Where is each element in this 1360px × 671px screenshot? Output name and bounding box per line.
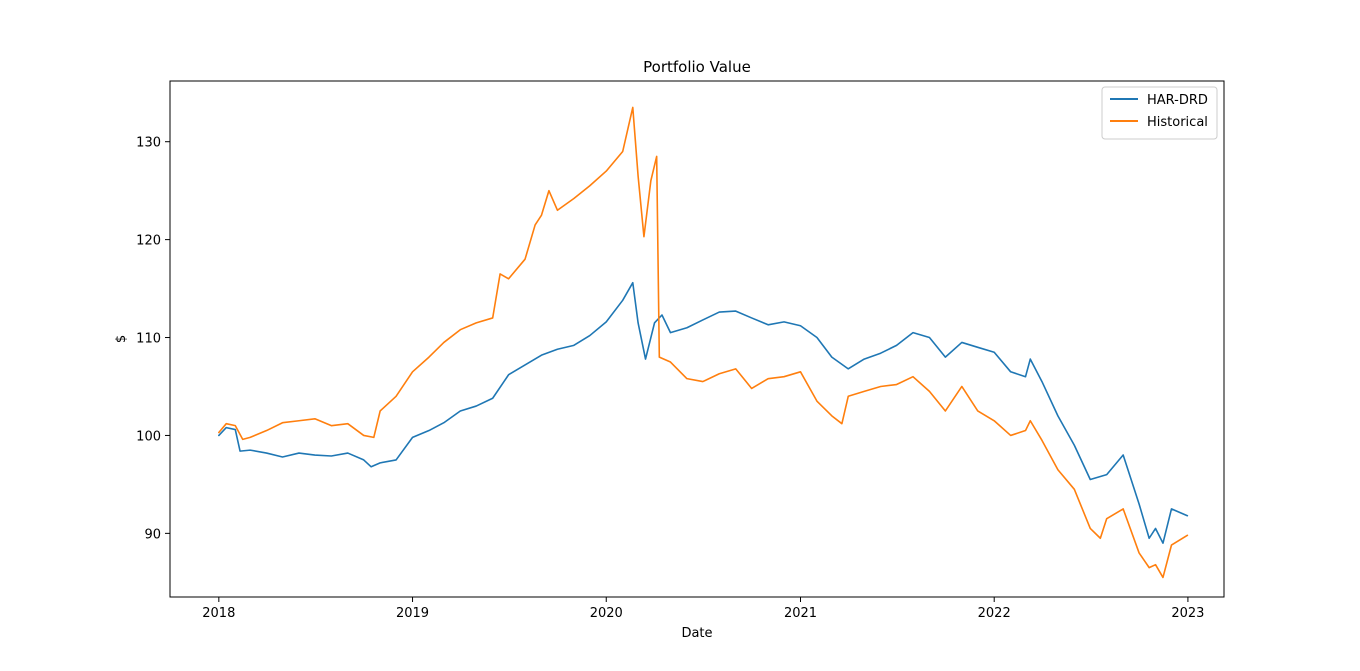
plot-area [218, 106, 1189, 579]
series-line-har-drd [218, 281, 1189, 544]
legend-label: HAR-DRD [1147, 93, 1208, 108]
y-tick-label: 120 [136, 234, 161, 249]
chart-title: Portfolio Value [643, 58, 751, 76]
y-tick-label: 130 [136, 136, 161, 151]
y-axis-label: $ [114, 335, 129, 343]
y-tick-label: 90 [144, 527, 161, 542]
plot-frame [169, 80, 1225, 598]
x-tick-label: 2021 [784, 606, 817, 621]
y-tick-label: 110 [136, 332, 161, 347]
legend-label: Historical [1147, 115, 1208, 130]
legend: HAR-DRD Historical [1101, 86, 1218, 140]
x-tick-label: 2022 [978, 606, 1011, 621]
x-axis-label: Date [681, 626, 712, 641]
x-tick-label: 2018 [202, 606, 235, 621]
x-tick-label: 2019 [396, 606, 429, 621]
y-tick-label: 100 [136, 429, 161, 444]
series-line-historical [218, 106, 1189, 579]
x-tick-label: 2023 [1171, 606, 1204, 621]
y-axis: 90 100 110 120 130 [136, 136, 170, 542]
x-tick-label: 2020 [590, 606, 623, 621]
x-axis: 2018 2019 2020 2021 2022 2023 [202, 597, 1204, 621]
